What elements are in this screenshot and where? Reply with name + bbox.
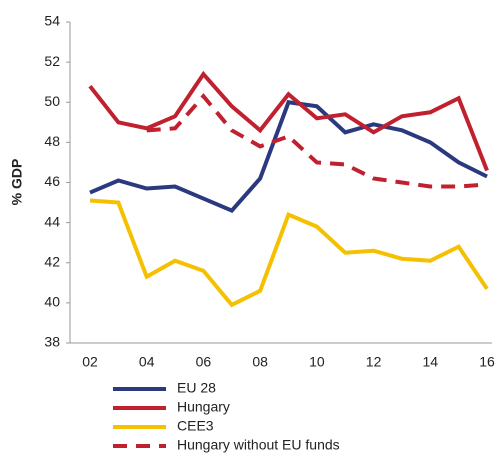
y-tick-label: 52 (44, 53, 60, 69)
legend-label: Hungary (177, 399, 230, 415)
x-tick-label: 14 (422, 354, 438, 370)
legend-label: EU 28 (177, 380, 216, 396)
y-tick-label: 38 (44, 334, 60, 350)
legend-label: CEE3 (177, 418, 214, 434)
x-tick-label: 10 (309, 354, 325, 370)
x-tick-label: 04 (139, 354, 155, 370)
series-line (89, 198, 489, 308)
series-line (89, 100, 488, 213)
x-tick-label: 02 (82, 354, 98, 370)
y-tick-label: 50 (44, 93, 60, 109)
x-tick-label: 06 (196, 354, 212, 370)
series-line (88, 70, 489, 172)
y-tick-label: 54 (44, 13, 60, 29)
y-tick-label: 42 (44, 253, 60, 269)
legend-label: Hungary without EU funds (177, 437, 340, 453)
series-line (146, 93, 488, 189)
y-tick-label: 44 (44, 213, 60, 229)
y-tick-label: 48 (44, 133, 60, 149)
y-tick-label: 40 (44, 294, 60, 310)
x-tick-label: 12 (366, 354, 382, 370)
y-axis-label: % GDP (9, 159, 25, 206)
x-tick-label: 08 (252, 354, 268, 370)
x-tick-label: 16 (479, 354, 495, 370)
y-tick-label: 46 (44, 173, 60, 189)
